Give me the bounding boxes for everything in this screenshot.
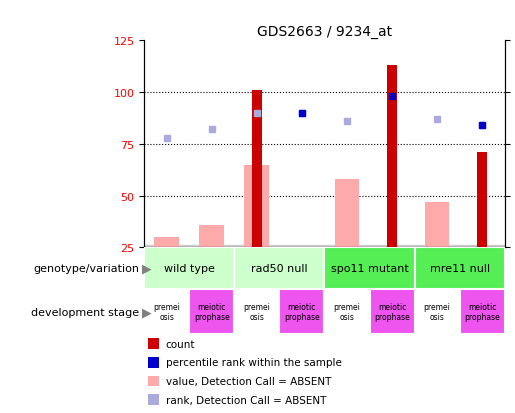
Text: meiotic
prophase: meiotic prophase: [465, 302, 500, 321]
Bar: [234, 246, 280, 248]
Bar: [324, 246, 370, 248]
Bar: [460, 246, 505, 248]
Text: premei
osis: premei osis: [153, 302, 180, 321]
Bar: [148, 339, 159, 349]
Text: meiotic
prophase: meiotic prophase: [284, 302, 320, 321]
Bar: [415, 246, 460, 248]
Bar: [387, 66, 397, 248]
Text: premei
osis: premei osis: [424, 302, 451, 321]
Text: ▶: ▶: [142, 305, 151, 318]
Text: percentile rank within the sample: percentile rank within the sample: [166, 357, 342, 368]
Bar: [335, 180, 359, 248]
Text: rad50 null: rad50 null: [251, 263, 307, 273]
Bar: [280, 246, 324, 248]
Bar: [234, 248, 324, 289]
Text: spo11 mutant: spo11 mutant: [331, 263, 408, 273]
Text: ▶: ▶: [142, 262, 151, 275]
Bar: [280, 289, 324, 335]
Bar: [190, 289, 234, 335]
Bar: [144, 248, 234, 289]
Title: GDS2663 / 9234_at: GDS2663 / 9234_at: [257, 25, 392, 39]
Bar: [144, 289, 190, 335]
Bar: [144, 246, 190, 248]
Bar: [190, 246, 234, 248]
Text: genotype/variation: genotype/variation: [33, 263, 139, 273]
Bar: [460, 289, 505, 335]
Bar: [148, 376, 159, 386]
Bar: [154, 237, 179, 248]
Bar: [370, 289, 415, 335]
Text: development stage: development stage: [31, 307, 139, 317]
Bar: [148, 357, 159, 368]
Bar: [425, 202, 450, 248]
Text: premei
osis: premei osis: [334, 302, 360, 321]
Bar: [477, 153, 487, 248]
Bar: [199, 225, 224, 248]
Bar: [148, 394, 159, 405]
Bar: [324, 248, 415, 289]
Text: rank, Detection Call = ABSENT: rank, Detection Call = ABSENT: [166, 394, 326, 405]
Text: count: count: [166, 339, 195, 349]
Text: meiotic
prophase: meiotic prophase: [374, 302, 410, 321]
Bar: [415, 248, 505, 289]
Text: value, Detection Call = ABSENT: value, Detection Call = ABSENT: [166, 376, 331, 386]
Text: mre11 null: mre11 null: [430, 263, 490, 273]
Bar: [234, 289, 280, 335]
Bar: [252, 91, 262, 248]
Text: wild type: wild type: [164, 263, 215, 273]
Text: meiotic
prophase: meiotic prophase: [194, 302, 230, 321]
Bar: [415, 289, 460, 335]
Bar: [370, 246, 415, 248]
Bar: [245, 165, 269, 248]
Text: premei
osis: premei osis: [244, 302, 270, 321]
Bar: [324, 289, 370, 335]
